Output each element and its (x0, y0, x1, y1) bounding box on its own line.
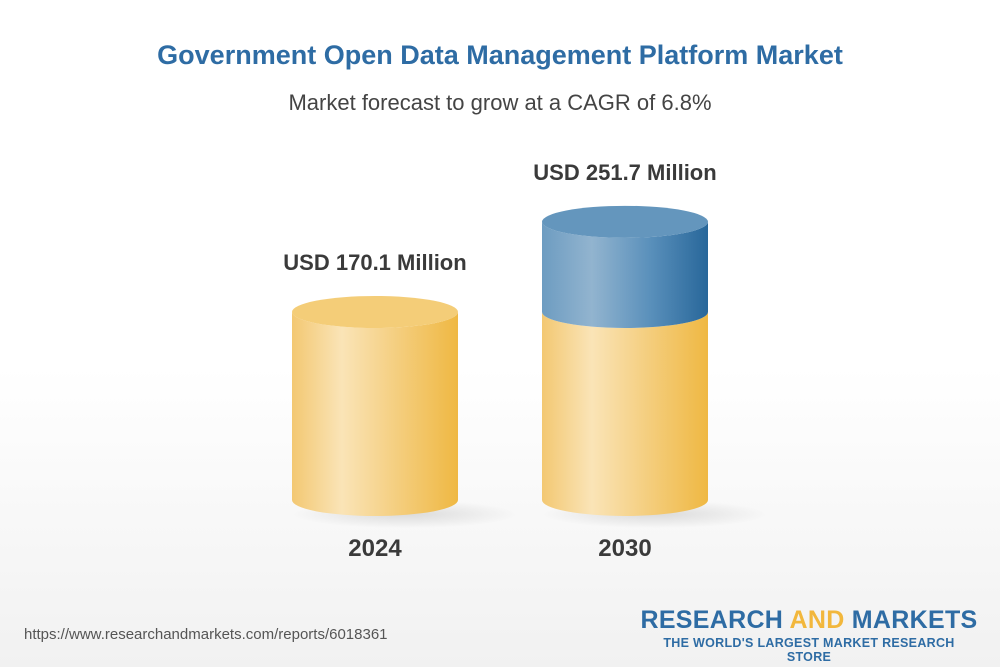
logo-tagline: THE WORLD'S LARGEST MARKET RESEARCH STOR… (663, 636, 955, 664)
cylinder-base-segment-2030 (542, 312, 708, 516)
logo-text-and: AND (789, 606, 845, 634)
cylinder-top-2030 (542, 205, 708, 238)
category-label-2030: 2030 (598, 535, 651, 562)
chart-subtitle: Market forecast to grow at a CAGR of 6.8… (288, 90, 712, 115)
logo-text-research: RESEARCH (640, 606, 790, 634)
chart-title: Government Open Data Management Platform… (157, 40, 843, 70)
cylinder-top-2024 (292, 296, 458, 328)
data-label-2024: USD 170.1 Million (283, 250, 466, 275)
cylinder-growth-segment-2030 (542, 221, 708, 328)
report-url[interactable]: https://www.researchandmarkets.com/repor… (24, 626, 388, 643)
data-label-2030: USD 251.7 Million (533, 160, 716, 185)
category-label-2024: 2024 (348, 535, 402, 562)
cylinder-2024 (292, 312, 458, 516)
logo-text-markets: MARKETS (844, 606, 978, 634)
cylinder-chart: USD 170.1 Million USD 251.7 Million 2024… (283, 160, 768, 562)
research-and-markets-logo: RESEARCH AND MARKETS THE WORLD'S LARGEST… (640, 606, 978, 664)
